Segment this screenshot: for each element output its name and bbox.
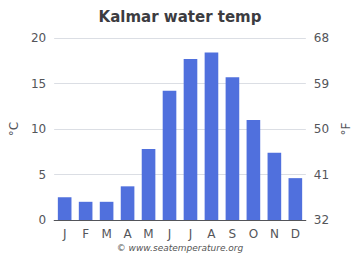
svg-text:O: O — [249, 227, 258, 241]
svg-text:15: 15 — [31, 77, 46, 91]
svg-text:20: 20 — [31, 31, 46, 45]
svg-text:M: M — [101, 227, 111, 241]
svg-text:41: 41 — [314, 168, 329, 182]
svg-text:32: 32 — [314, 213, 329, 227]
svg-text:68: 68 — [314, 31, 329, 45]
svg-text:J: J — [167, 227, 172, 241]
svg-text:© www.seatemperature.org: © www.seatemperature.org — [117, 243, 244, 253]
svg-text:M: M — [143, 227, 153, 241]
svg-text:50: 50 — [314, 122, 329, 136]
svg-text:10: 10 — [31, 122, 46, 136]
svg-text:D: D — [291, 227, 300, 241]
svg-text:Kalmar water temp: Kalmar water temp — [99, 8, 262, 26]
svg-text:59: 59 — [314, 77, 329, 91]
svg-text:F: F — [82, 227, 89, 241]
svg-text:A: A — [123, 227, 132, 241]
svg-text:S: S — [229, 227, 237, 241]
svg-text:J: J — [188, 227, 193, 241]
svg-text:0: 0 — [39, 213, 47, 227]
svg-text:°C: °C — [7, 122, 21, 136]
svg-text:5: 5 — [39, 168, 47, 182]
svg-text:N: N — [270, 227, 279, 241]
svg-text:°F: °F — [339, 122, 353, 135]
svg-text:A: A — [207, 227, 216, 241]
svg-text:J: J — [62, 227, 67, 241]
